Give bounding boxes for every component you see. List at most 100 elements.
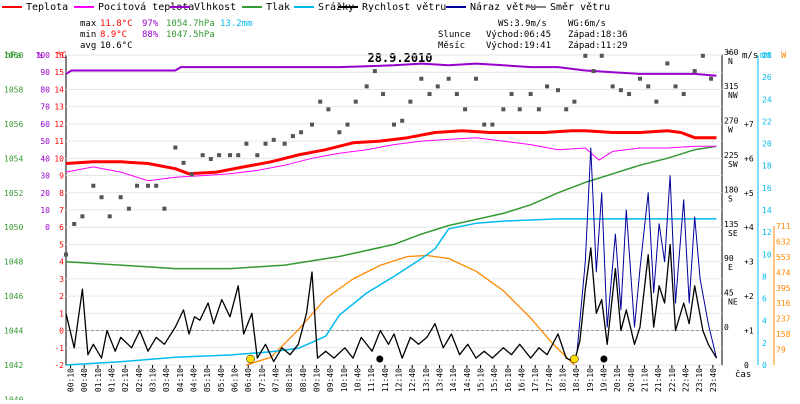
wind-speed-info: WS:3.9m/s	[498, 19, 547, 29]
x-tick-label: 12:40	[408, 368, 417, 392]
wind-direction-point	[435, 84, 440, 89]
wind-speed-tick-label: +5	[744, 189, 754, 198]
wind-direction-point	[427, 92, 432, 97]
wind-direction-point	[564, 107, 569, 112]
hpa-tick-label: 1060	[4, 51, 23, 60]
humidity-tick-label: 50	[40, 137, 50, 146]
wind-direction-point	[200, 153, 205, 158]
direction-tick-label: 225	[724, 151, 739, 160]
humidity-tick-label: 70	[40, 103, 50, 112]
stats-min-pressure: 1047.5hPa	[166, 30, 215, 40]
celsius-tick-label: 11	[54, 137, 64, 146]
x-tick-label: 06:40	[244, 368, 253, 392]
legend-item-wind-direction: Směr větru	[526, 1, 610, 13]
wind-direction-point	[392, 122, 396, 127]
stats-max-rain: 13.2mm	[220, 19, 253, 29]
x-tick-label: 08:40	[299, 368, 308, 392]
wind-direction-point	[700, 53, 705, 58]
x-tick-label: 13:40	[436, 368, 445, 392]
wind-direction-point	[490, 122, 495, 127]
wind-speed-tick-label: +6	[744, 154, 754, 163]
wind-direction-point	[509, 92, 514, 97]
x-tick-label: 08:10	[285, 368, 294, 392]
markers-layer	[246, 354, 608, 364]
x-tick-label: 20:40	[627, 368, 636, 392]
series-rain	[65, 218, 717, 366]
wind-direction-point	[326, 107, 331, 112]
wind-direction-point	[474, 76, 478, 81]
wind-direction-point	[646, 84, 651, 89]
celsius-tick-label: 12	[54, 120, 64, 129]
x-tick-label: 16:10	[504, 368, 513, 392]
series-layer	[64, 53, 718, 366]
rain-tick-label: 16	[762, 184, 772, 193]
wind-direction-point	[126, 206, 131, 211]
hpa-tick-label: 1058	[4, 85, 23, 94]
wind-direction-point	[673, 84, 678, 89]
solar-tick-label: 316	[776, 299, 791, 308]
hpa-tick-label: 1046	[4, 292, 23, 301]
celsius-tick-label: 9	[59, 172, 64, 181]
direction-tick-label: 45	[724, 289, 734, 298]
celsius-tick-label: 3	[59, 275, 64, 284]
wind-direction-point	[80, 214, 85, 219]
wind-direction-point	[372, 69, 377, 74]
wind-speed-tick-label: +4	[744, 223, 754, 232]
wind-direction-point	[364, 84, 369, 89]
humidity-tick-label: 0	[45, 223, 50, 232]
wind-direction-point	[173, 145, 178, 150]
wind-direction-point	[189, 172, 194, 177]
wind-speed-tick-label: +3	[744, 258, 754, 267]
wind-direction-point	[665, 61, 670, 66]
wind-direction-point	[255, 153, 260, 158]
moon-rise: Východ:19:41	[486, 41, 551, 51]
solar-tick-label: 474	[776, 268, 791, 277]
legend-item-wind-gust: Náraz větru	[446, 1, 536, 13]
celsius-tick-label: 10	[54, 154, 64, 163]
rain-tick-label: 20	[762, 140, 772, 149]
x-tick-label: 21:10	[641, 368, 650, 392]
wind-direction-point	[400, 118, 405, 123]
wind-direction-point	[290, 134, 295, 139]
sun-rise: Východ:06:45	[486, 30, 551, 40]
wind-direction-point	[482, 122, 487, 127]
wind-direction-point	[381, 92, 386, 97]
solar-tick-label: 711	[776, 222, 791, 231]
direction-name-label: E	[728, 263, 733, 272]
wind-direction-point	[337, 130, 342, 135]
x-tick-label: 13:10	[422, 368, 431, 392]
x-tick-label: 01:10	[94, 368, 103, 392]
solar-tick-label: 632	[776, 237, 791, 246]
x-tick-label: 18:10	[559, 368, 568, 392]
moon-marker	[376, 355, 384, 363]
hpa-tick-label: 1054	[4, 154, 23, 163]
x-tick-label: 02:40	[135, 368, 144, 392]
left-axes: 1060105810561054105210501048104610441042…	[4, 51, 64, 404]
direction-tick-label: 360	[724, 48, 739, 57]
wind-direction-point	[310, 122, 314, 127]
wind-direction-point	[282, 141, 287, 146]
x-tick-label: 16:40	[518, 368, 527, 392]
solar-tick-label: 553	[776, 253, 791, 262]
x-tick-label: 11:40	[381, 368, 390, 392]
solar-tick-label: 237	[776, 315, 791, 324]
x-tick-label: 18:40	[572, 368, 581, 392]
legend-label: Tlak	[266, 2, 290, 13]
celsius-tick-label: 15	[54, 68, 64, 77]
x-tick-label: 05:40	[217, 368, 226, 392]
celsius-tick-label: 8	[59, 189, 64, 198]
direction-tick-label: 0	[724, 323, 729, 332]
hpa-tick-label: 1044	[4, 327, 23, 336]
wind-direction-point	[599, 53, 604, 58]
wind-direction-point	[208, 157, 213, 161]
rain-tick-label: 18	[762, 162, 772, 171]
x-tick-label: 06:10	[231, 368, 240, 392]
direction-tick-label: 180	[724, 185, 739, 194]
rain-tick-label: 14	[762, 206, 772, 215]
wind-direction-point	[627, 92, 632, 97]
wind-direction-point	[618, 88, 623, 93]
wind-direction-point	[345, 122, 350, 127]
hpa-tick-label: 1056	[4, 120, 23, 129]
wind-direction-point	[654, 99, 659, 104]
